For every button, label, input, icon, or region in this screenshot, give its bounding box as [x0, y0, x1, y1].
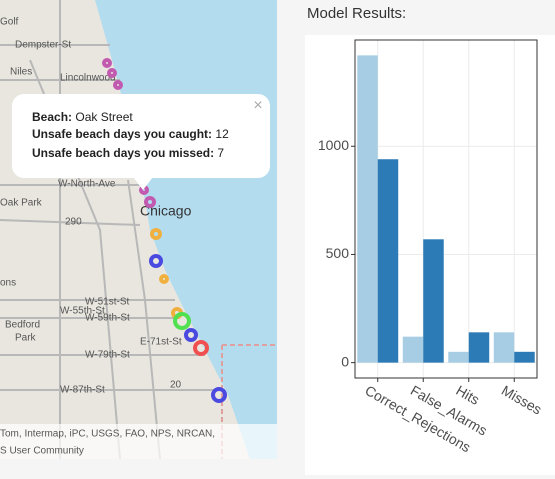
heading: Model Results: — [307, 5, 406, 22]
y-tick-label: 500 — [326, 245, 350, 261]
y-tick-label: 0 — [341, 353, 349, 369]
map-label: ons — [0, 278, 16, 289]
map-label: Park — [15, 333, 37, 344]
attribution: Tom, Intermap, iPC, USGS, FAO, NPS, NRCA… — [0, 429, 215, 440]
panel-border — [354, 39, 538, 379]
value: 7 — [217, 146, 224, 160]
value: Oak Street — [75, 110, 133, 124]
popup-line: Unsafe beach days you missed: 7 — [32, 146, 224, 160]
popup-box — [12, 94, 270, 178]
map-label: Oak Park — [0, 198, 43, 209]
popup: × Beach: Oak Street Unsafe beach days yo… — [12, 94, 270, 190]
popup-line: Beach: Oak Street — [32, 110, 133, 124]
popup-close[interactable]: × — [253, 97, 262, 114]
y-tick-label: 1000 — [318, 137, 349, 153]
value: 12 — [215, 127, 229, 141]
map-label: Dempster-St — [15, 40, 71, 51]
map[interactable]: Golf Dempster-St Niles Lincolnwood W-North-A… — [0, 0, 277, 459]
map-label: Lincolnwood — [60, 73, 116, 84]
bar — [423, 239, 444, 363]
map-label: W-55th-St — [60, 306, 105, 317]
map-label: W-59th-St — [85, 313, 130, 324]
popup-tip — [133, 177, 153, 190]
chart: 05001000Correct_RejectionsFalse_AlarmsHi… — [318, 39, 545, 455]
map-label: Niles — [10, 67, 32, 78]
bar — [514, 351, 535, 363]
map-label: W-79th-St — [85, 350, 130, 361]
map-label: E-71st-St — [140, 337, 182, 348]
label: Beach: — [32, 110, 72, 124]
map-label: W-87th-St — [60, 385, 105, 396]
bar — [402, 336, 424, 363]
label: Unsafe beach days you missed: — [32, 146, 214, 160]
map-label: 20 — [170, 380, 182, 391]
map-label: W-North-Ave — [58, 179, 116, 190]
map-label: 290 — [65, 217, 82, 228]
bar — [468, 332, 490, 363]
map-label: W-51st-St — [85, 297, 129, 308]
map-label: Golf — [0, 17, 19, 28]
attribution: S User Community — [0, 446, 84, 457]
bar — [493, 332, 515, 363]
bar — [448, 351, 469, 363]
attribution-bg — [0, 424, 277, 459]
popup-line: Unsafe beach days you caught: 12 — [32, 127, 229, 141]
label: Unsafe beach days you caught: — [32, 127, 212, 141]
beach-markers[interactable] — [102, 58, 227, 403]
bar — [377, 159, 399, 363]
map-label: Bedford — [5, 320, 40, 331]
bar — [357, 55, 378, 363]
